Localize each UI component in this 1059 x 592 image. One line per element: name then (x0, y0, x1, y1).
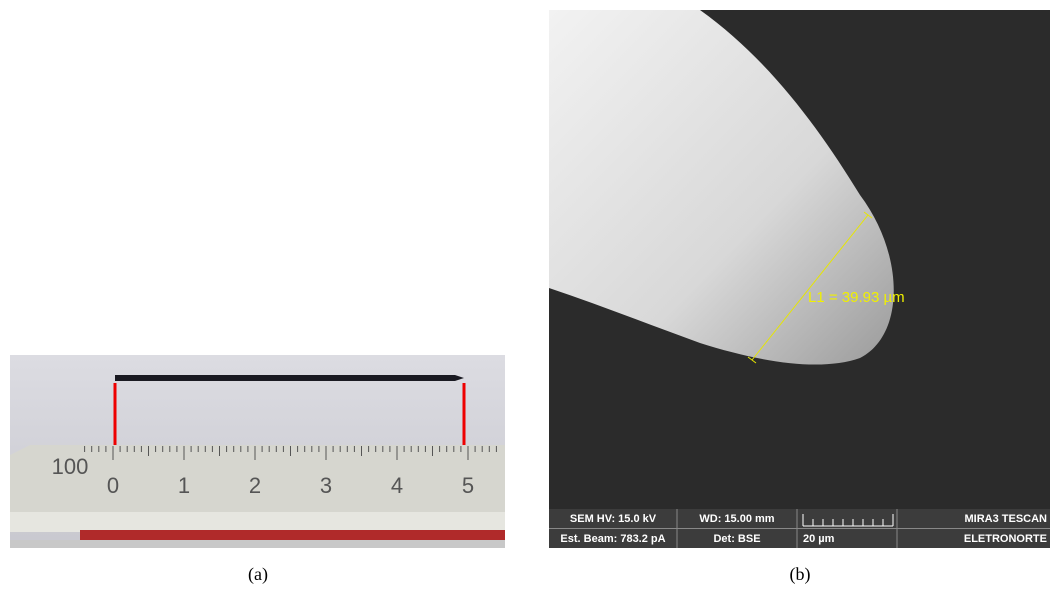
info-hv: SEM HV: 15.0 kV (570, 513, 657, 525)
panel-b-sem: L1 = 39.93 µm SEM HV: 15.0 kV WD: 15.00 … (549, 10, 1050, 548)
panel-a-photo: 100 0 1 2 3 4 5 (10, 355, 505, 548)
info-site: ELETRONORTE (964, 533, 1047, 545)
figure: 100 0 1 2 3 4 5 (a) L1 = 39.93 µm SEM HV: 15.… (0, 0, 1059, 592)
ruler-number: 1 (178, 473, 190, 498)
measurement-label: L1 = 39.93 µm (808, 289, 905, 306)
ruler-number: 3 (320, 473, 332, 498)
ruler-number: 2 (249, 473, 261, 498)
info-beam: Est. Beam: 783.2 pA (560, 533, 665, 545)
info-det: Det: BSE (713, 533, 760, 545)
info-scale: 20 µm (803, 533, 835, 545)
caption-a: (a) (248, 564, 268, 585)
ruler-number: 4 (391, 473, 403, 498)
caption-b: (b) (790, 564, 811, 585)
ruler-number: 0 (107, 473, 119, 498)
info-model: MIRA3 TESCAN (964, 513, 1047, 525)
ruler-number: 5 (462, 473, 474, 498)
ruler-scale: 100 (52, 454, 89, 479)
info-wd: WD: 15.00 mm (699, 513, 774, 525)
